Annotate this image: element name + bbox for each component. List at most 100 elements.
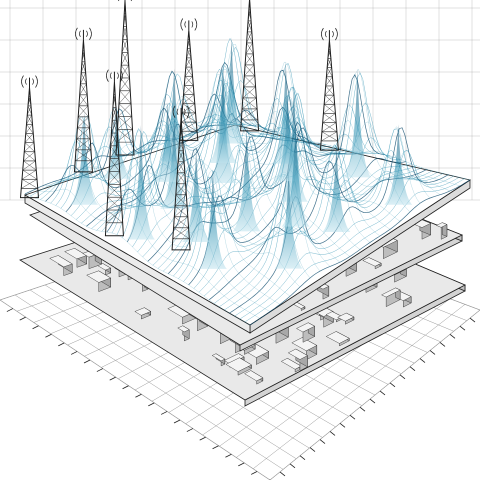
tower-brace	[186, 48, 191, 58]
signal-arc	[186, 105, 190, 119]
ruler-tick	[238, 462, 245, 467]
tower-brace	[244, 64, 255, 77]
tower-brace	[118, 103, 132, 117]
tower-brace	[180, 121, 197, 132]
tower-brace	[117, 116, 132, 130]
tower-brace	[27, 115, 33, 125]
ruler-tick	[109, 376, 116, 381]
wave-line	[225, 122, 461, 187]
tower-brace	[120, 65, 129, 79]
tower-brace	[107, 184, 121, 198]
tower-brace	[177, 150, 184, 162]
wave-line	[110, 144, 341, 263]
signal-arc	[75, 27, 78, 41]
tower-brace	[111, 120, 117, 134]
signal-arc	[184, 21, 187, 28]
tower-brace	[122, 26, 127, 40]
wave-peak	[198, 168, 227, 269]
chip-top	[435, 222, 448, 228]
radio-tower	[240, 0, 260, 132]
tower-brace	[24, 133, 34, 143]
tower-brace	[27, 105, 32, 116]
tower-brace	[188, 30, 190, 40]
tower-brace	[326, 67, 333, 77]
tower-brace	[23, 151, 35, 162]
tower-brace	[178, 150, 185, 162]
tower-brace	[172, 227, 189, 239]
tower-brace	[246, 42, 254, 55]
tower-brace	[321, 131, 338, 142]
wave-line	[120, 103, 351, 257]
ruler-tick	[45, 333, 52, 338]
radio-tower	[19, 75, 40, 199]
tower-brace	[81, 72, 87, 84]
tower-brace	[180, 117, 182, 129]
tower-brace	[241, 97, 257, 110]
tower-brace	[322, 122, 338, 132]
ruler-tick	[369, 398, 376, 404]
tower-brace	[80, 83, 88, 95]
tower-brace	[22, 169, 38, 180]
tower-brace	[112, 107, 117, 121]
tower-brace	[324, 94, 335, 105]
tower-brace	[175, 194, 188, 206]
tower-brace	[326, 76, 334, 87]
tower-brace	[241, 108, 258, 121]
tower-brace	[174, 216, 189, 228]
tower-brace	[118, 116, 133, 130]
tower-brace	[111, 120, 118, 134]
tower-brace	[173, 227, 190, 239]
tower-brace	[106, 197, 122, 211]
tower-brace	[108, 171, 120, 185]
tower-brace	[324, 94, 335, 105]
tower-brace	[24, 151, 36, 162]
tower-brace	[248, 0, 250, 10]
tower-brace	[181, 112, 196, 123]
tower-brace	[114, 81, 116, 95]
signal-arc	[194, 18, 198, 31]
tower-brace	[246, 31, 253, 44]
signal-arc	[21, 75, 24, 88]
wave-peak	[322, 144, 351, 232]
tower-brace	[124, 0, 126, 14]
signal-arc	[106, 69, 109, 82]
chip-top	[287, 348, 308, 360]
tower-brace	[82, 39, 84, 51]
tower-brace	[175, 183, 186, 195]
ruler-tick	[409, 366, 416, 371]
signal-arc	[332, 30, 334, 38]
wave-peak	[271, 61, 300, 164]
tower-brace	[177, 161, 185, 173]
tower-brace	[179, 139, 184, 151]
tower-brace	[109, 158, 120, 172]
ruler-tick	[359, 406, 366, 412]
radio-tower	[104, 69, 124, 237]
tower-brace	[184, 76, 193, 86]
tower-brace	[241, 108, 258, 121]
tower-brace	[173, 216, 188, 228]
tower-brace	[112, 94, 116, 108]
tower-brace	[124, 13, 127, 27]
tower-brace	[321, 122, 337, 132]
tower-brace	[107, 197, 123, 211]
wave-peak	[160, 68, 189, 162]
tower-brace	[82, 50, 86, 62]
wave-line	[203, 167, 422, 297]
ruler-tick	[83, 359, 91, 364]
tower-brace	[109, 171, 121, 185]
wave-peak	[70, 111, 99, 205]
ruler-grid-line	[269, 309, 480, 480]
tower-brace	[174, 194, 187, 206]
tower-brace	[184, 85, 195, 95]
wave-peak	[160, 116, 189, 209]
ruler-tick	[389, 382, 396, 388]
tower-brace	[28, 96, 32, 106]
tower-brace	[79, 83, 87, 95]
tower-brace	[243, 75, 255, 88]
tower-brace	[25, 124, 33, 134]
chip-top	[337, 312, 355, 322]
tower-brace	[78, 116, 90, 128]
signal-arc	[325, 30, 327, 38]
tower-brace	[324, 104, 336, 114]
